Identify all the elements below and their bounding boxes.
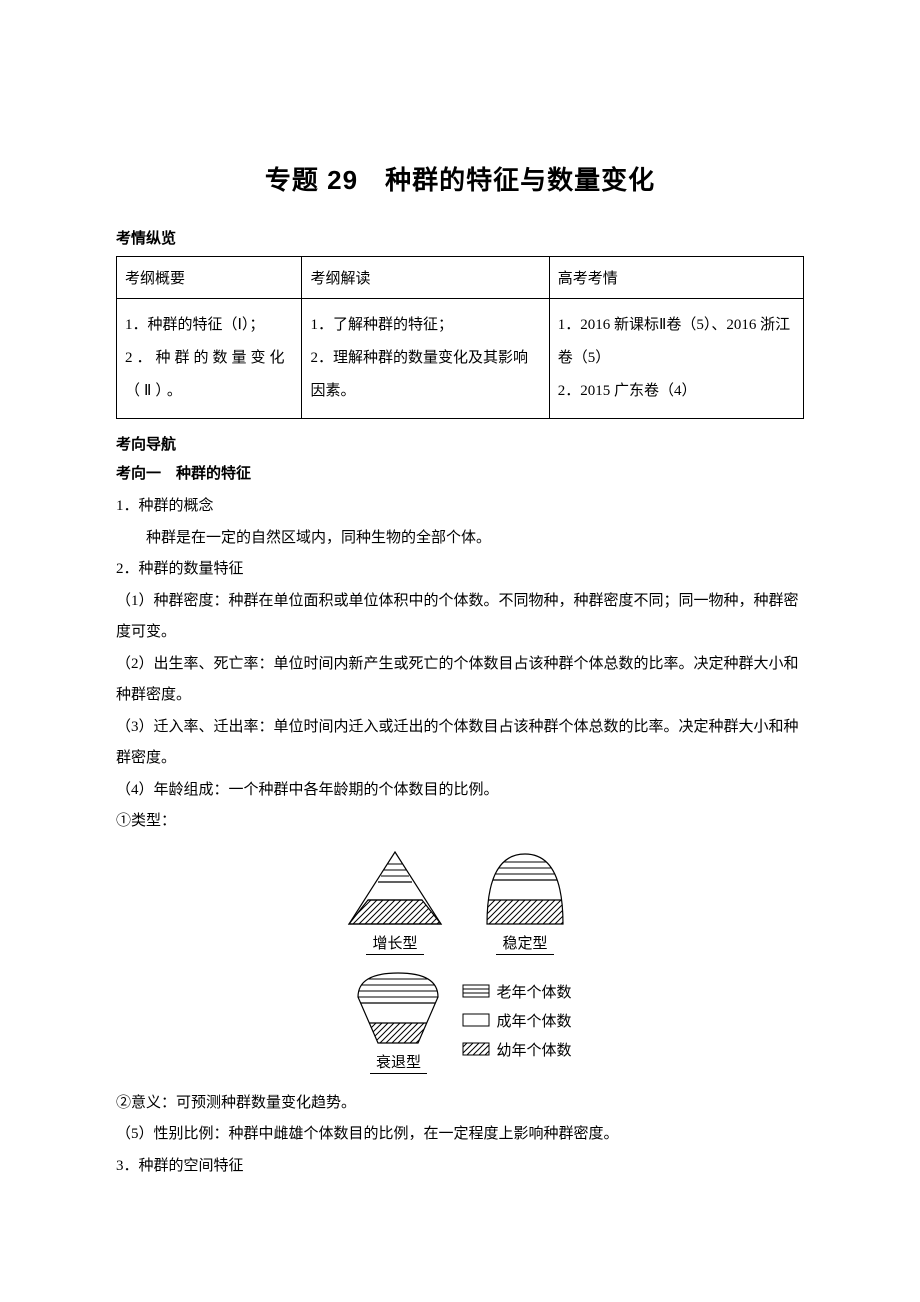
- legend-young-label: 幼年个体数: [496, 1039, 571, 1060]
- body-content: 1．种群的概念 种群是在一定的自然区域内，同种生物的全部个体。 2．种群的数量特…: [116, 491, 804, 838]
- decline-label: 衰退型: [370, 1051, 427, 1074]
- stable-pyramid-icon: [475, 848, 575, 928]
- table-row: 1．种群的特征（Ⅰ）； 2．种群的数量变化（Ⅱ）。 1．了解种群的特征； 2．理…: [117, 299, 804, 419]
- stable-label: 稳定型: [496, 932, 553, 955]
- decline-shape-block: 衰退型: [348, 967, 448, 1074]
- p2-4: （4）年龄组成：一个种群中各年龄期的个体数目的比例。: [116, 775, 804, 807]
- top-row-shapes: 增长型: [345, 848, 575, 955]
- table-header-row: 考纲概要 考纲解读 高考考情: [117, 257, 804, 299]
- heading-exam-overview: 考情纵览: [116, 227, 804, 248]
- stable-shape-block: 稳定型: [475, 848, 575, 955]
- growth-pyramid-icon: [345, 848, 445, 928]
- cell-text: 2．种群的数量变化（Ⅱ）。: [125, 342, 293, 408]
- heading-direction1: 考向一 种群的特征: [116, 462, 804, 483]
- legend-young: 幼年个体数: [462, 1039, 571, 1060]
- th-interpret: 考纲解读: [302, 257, 549, 299]
- p2-3: （3）迁入率、迁出率：单位时间内迁入或迁出的个体数目占该种群个体总数的比率。决定…: [116, 712, 804, 775]
- cell-exam-situation: 1．2016 新课标Ⅱ卷（5）、2016 浙江卷（5） 2．2015 广东卷（4…: [549, 299, 803, 419]
- legend-old-icon: [462, 984, 490, 998]
- body-content-2: ②意义：可预测种群数量变化趋势。 （5）性别比例：种群中雌雄个体数目的比例，在一…: [116, 1088, 804, 1183]
- p2-4-types-label: ①类型：: [116, 806, 804, 838]
- decline-pyramid-icon: [348, 967, 448, 1047]
- page-title: 专题 29 种群的特征与数量变化: [116, 160, 804, 197]
- exam-table: 考纲概要 考纲解读 高考考情 1．种群的特征（Ⅰ）； 2．种群的数量变化（Ⅱ）。…: [116, 256, 804, 419]
- p2-4-meaning: ②意义：可预测种群数量变化趋势。: [116, 1088, 804, 1120]
- page-root: 专题 29 种群的特征与数量变化 考情纵览 考纲概要 考纲解读 高考考情 1．种…: [0, 0, 920, 1302]
- legend-old-label: 老年个体数: [496, 981, 571, 1002]
- diagram-inner: 增长型: [345, 848, 575, 1074]
- cell-text: 2．2015 广东卷（4）: [558, 375, 795, 408]
- cell-text: 1．种群的特征（Ⅰ）；: [125, 309, 293, 342]
- bottom-row: 衰退型 老年个体数: [345, 967, 575, 1074]
- cell-outline: 1．种群的特征（Ⅰ）； 2．种群的数量变化（Ⅱ）。: [117, 299, 302, 419]
- p3-label: 3．种群的空间特征: [116, 1151, 804, 1183]
- age-structure-diagram: 增长型: [116, 848, 804, 1074]
- p1-label: 1．种群的概念: [116, 491, 804, 523]
- legend-adult-label: 成年个体数: [496, 1010, 571, 1031]
- th-exam-situation: 高考考情: [549, 257, 803, 299]
- cell-interpret: 1．了解种群的特征； 2．理解种群的数量变化及其影响因素。: [302, 299, 549, 419]
- legend-adult-icon: [462, 1013, 490, 1027]
- p2-label: 2．种群的数量特征: [116, 554, 804, 586]
- cell-text: 1．2016 新课标Ⅱ卷（5）、2016 浙江卷（5）: [558, 309, 795, 375]
- legend-old: 老年个体数: [462, 981, 571, 1002]
- cell-text: 2．理解种群的数量变化及其影响因素。: [310, 342, 540, 408]
- legend-young-icon: [462, 1042, 490, 1056]
- p2-5: （5）性别比例：种群中雌雄个体数目的比例，在一定程度上影响种群密度。: [116, 1119, 804, 1151]
- legend-box: 老年个体数 成年个体数: [462, 981, 571, 1060]
- cell-text: 1．了解种群的特征；: [310, 309, 540, 342]
- growth-label: 增长型: [366, 932, 423, 955]
- p2-2: （2）出生率、死亡率：单位时间内新产生或死亡的个体数目占该种群个体总数的比率。决…: [116, 649, 804, 712]
- th-outline: 考纲概要: [117, 257, 302, 299]
- legend-adult: 成年个体数: [462, 1010, 571, 1031]
- p1-text: 种群是在一定的自然区域内，同种生物的全部个体。: [116, 523, 804, 555]
- growth-shape-block: 增长型: [345, 848, 445, 955]
- p2-1: （1）种群密度：种群在单位面积或单位体积中的个体数。不同物种，种群密度不同；同一…: [116, 586, 804, 649]
- heading-direction: 考向导航: [116, 433, 804, 454]
